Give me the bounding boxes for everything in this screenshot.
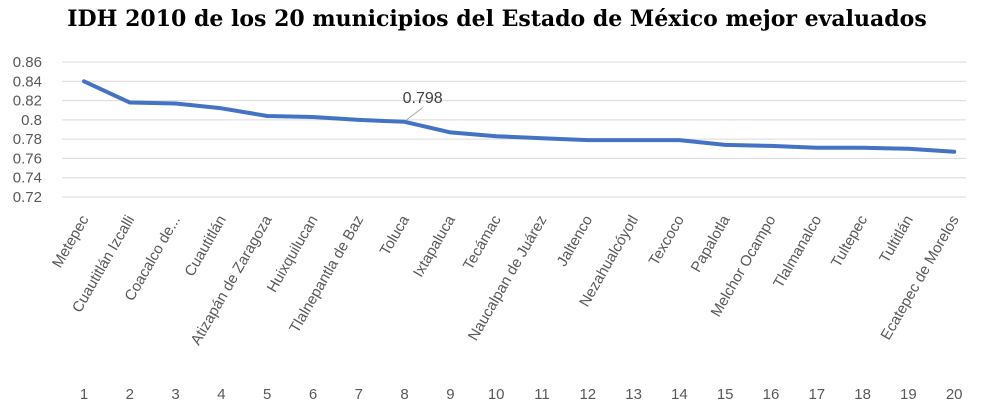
x-category-label: Tecámac <box>460 212 505 273</box>
x-category-label: Metepec <box>49 212 93 271</box>
y-tick-label: 0.82 <box>13 93 42 110</box>
x-rank-label: 15 <box>717 386 734 403</box>
y-tick-label: 0.78 <box>13 131 42 148</box>
x-axis-ranks: 1 2 3 4 5 6 7 8 9 10 11 12 13 14 15 16 17 18 19 20 <box>80 386 963 403</box>
x-rank-label: 18 <box>854 386 871 403</box>
x-rank-label: 6 <box>309 386 317 403</box>
y-tick-label: 0.76 <box>13 150 42 167</box>
x-rank-label: 13 <box>625 386 642 403</box>
x-rank-label: 10 <box>488 386 505 403</box>
grid-lines <box>62 61 966 198</box>
y-tick-label: 0.8 <box>21 112 42 129</box>
x-rank-label: 14 <box>671 386 688 403</box>
x-category-label: Tlalmanalco <box>770 213 825 292</box>
y-tick-label: 0.84 <box>13 73 42 90</box>
x-rank-label: 1 <box>80 386 88 403</box>
x-category-label: Tultitlán <box>876 213 917 267</box>
x-rank-label: 7 <box>355 386 363 403</box>
x-category-label: Atizapán de Zaragoza <box>188 212 276 348</box>
x-category-label: Jaltenco <box>554 213 597 270</box>
x-category-label: Toluca <box>377 212 414 259</box>
series-line <box>82 79 957 154</box>
x-category-label: Texcoco <box>646 213 688 269</box>
x-rank-label: 4 <box>217 386 225 403</box>
x-category-label: Ixtapaluca <box>410 212 459 280</box>
x-category-label: Tultepec <box>828 212 871 270</box>
x-rank-label: 11 <box>534 386 550 403</box>
x-rank-label: 9 <box>446 386 454 403</box>
annotations: 0.798 <box>403 90 443 121</box>
series <box>82 79 957 154</box>
x-rank-label: 20 <box>946 386 963 403</box>
y-tick-label: 0.74 <box>13 170 42 187</box>
y-tick-label: 0.72 <box>13 189 42 206</box>
x-rank-label: 19 <box>900 386 917 403</box>
x-rank-label: 16 <box>763 386 780 403</box>
chart-title: IDH 2010 de los 20 municipios del Estado… <box>67 6 927 32</box>
x-rank-label: 17 <box>808 386 825 403</box>
x-rank-label: 8 <box>400 386 408 403</box>
x-rank-label: 12 <box>579 386 596 403</box>
data-label: 0.798 <box>403 90 443 107</box>
data-label-leader <box>406 107 423 121</box>
x-rank-label: 5 <box>263 386 271 403</box>
y-tick-label: 0.86 <box>13 54 42 71</box>
y-axis-ticks: 0.86 0.84 0.82 0.8 0.78 0.76 0.74 0.72 <box>13 54 42 206</box>
x-category-label: Papalotla <box>688 212 734 275</box>
x-category-label: Cuautitlán <box>181 213 229 280</box>
x-rank-label: 3 <box>171 386 179 403</box>
x-rank-label: 2 <box>126 386 134 403</box>
